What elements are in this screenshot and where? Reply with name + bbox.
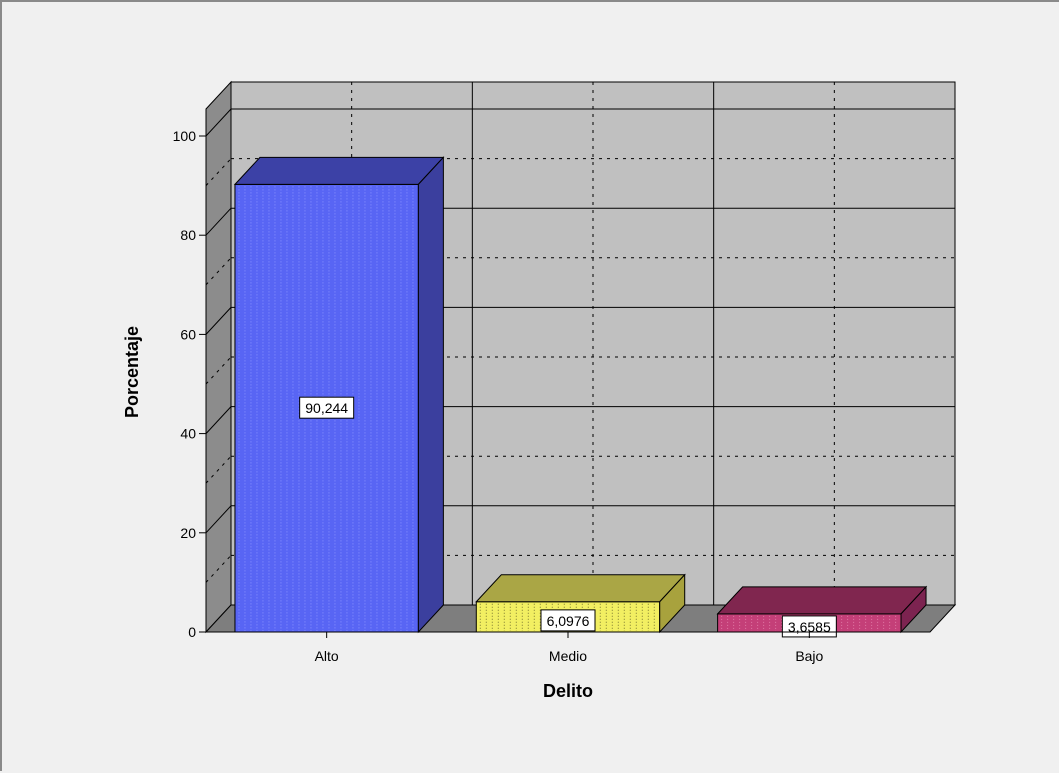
gridline-side [205,108,232,137]
side-wall [205,80,232,634]
bar-bajo: 3,6585 [716,585,928,638]
y-tick-label: 0 [188,624,196,640]
bar-medio: 6,0976 [475,573,686,634]
gridline-side [205,406,232,434]
gridline-side-minor [205,455,232,484]
data-label: 90,244 [299,396,355,419]
bar-top [233,156,445,185]
bars: 90,244 6,0976 3,6585 [233,156,928,638]
data-label-text: 90,244 [305,400,348,416]
data-label-box [540,609,596,632]
y-tick-label: 100 [173,128,197,144]
gridline-side-minor [205,555,232,583]
data-label-box [299,396,355,419]
gridline-side [205,307,232,335]
y-tick-label: 20 [180,525,196,541]
gridline-side [205,505,232,534]
bar-top [475,574,686,603]
data-label-text: 6,0976 [547,613,590,629]
y-tick-label: 40 [180,426,196,442]
bar-side [417,156,444,634]
gridline-side-minor [205,356,232,385]
y-tick-label: 80 [180,227,196,243]
data-label-text: 3,6585 [788,619,831,635]
x-axis-title: Delito [543,681,593,701]
y-axis: 0 20 40 60 80 100 [173,128,207,640]
x-tick-label: Bajo [795,648,823,664]
bar-side [900,585,927,634]
y-tick-label: 60 [180,326,196,342]
x-axis: Alto Medio Bajo [206,631,930,664]
bar-top [716,586,928,615]
gridline-side-minor [205,158,232,186]
data-label: 6,0976 [540,609,596,632]
gridline-side-minor [205,257,232,286]
bar-side [659,573,686,634]
y-axis-title: Porcentaje [122,326,142,418]
x-tick-label: Alto [315,648,339,664]
gridline-side [205,207,232,236]
bar-alto: 90,244 [233,156,445,634]
x-tick-label: Medio [549,648,587,664]
